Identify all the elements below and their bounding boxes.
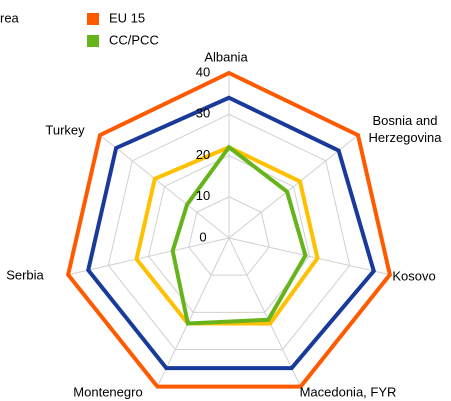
category-label: Kosovo [392, 268, 436, 284]
category-label: Macedonia, FYR [299, 384, 397, 400]
r-tick-label: 10 [196, 188, 210, 203]
grid-ring [188, 196, 270, 276]
grid-ring [148, 154, 310, 313]
category-label: Albania [204, 49, 248, 65]
r-tick-label: 40 [196, 64, 210, 79]
legend-swatch [87, 13, 99, 25]
grid-ring [107, 113, 351, 350]
r-tick-label: 30 [196, 106, 210, 121]
legend-label: EU 15 [109, 10, 145, 25]
series-line [86, 95, 376, 371]
legend-swatch [87, 35, 99, 47]
legend-label: CC/PCC [109, 32, 159, 47]
series-line [134, 145, 320, 326]
r-tick-label: 20 [196, 147, 210, 162]
legend-label: rea [0, 10, 20, 25]
category-label: Turkey [45, 122, 85, 138]
series-line [170, 144, 308, 326]
category-label: Bosnia and Herzegovina [368, 113, 442, 145]
category-label: Montenegro [73, 384, 143, 400]
category-label: Serbia [6, 267, 44, 283]
series-line [65, 70, 393, 389]
r-tick-label: 0 [199, 229, 206, 244]
